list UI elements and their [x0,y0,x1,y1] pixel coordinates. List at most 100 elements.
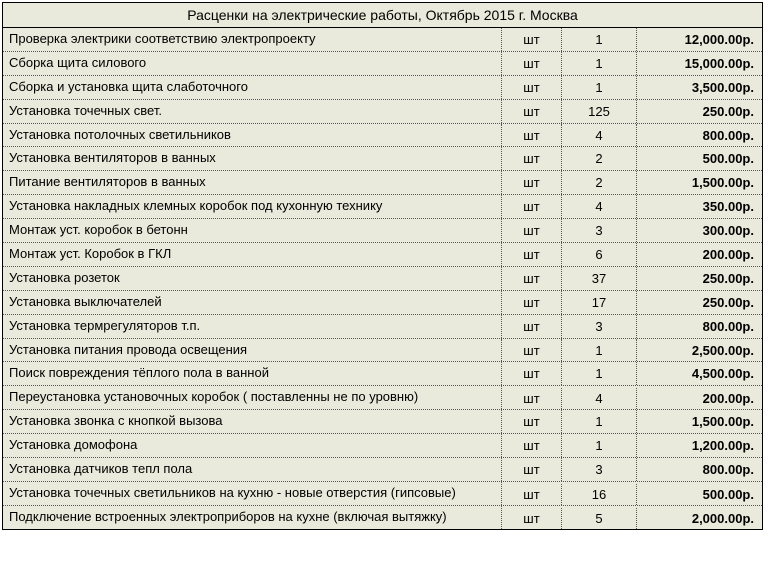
cell-price: 500.00р. [637,484,762,505]
table-body: Проверка электрики соответствию электроп… [3,28,762,529]
cell-unit: шт [502,388,562,409]
cell-price: 1,500.00р. [637,171,762,194]
cell-unit: шт [502,147,562,170]
cell-price: 250.00р. [637,100,762,123]
cell-price: 800.00р. [637,458,762,481]
cell-qty: 1 [562,28,637,51]
cell-unit: шт [502,410,562,433]
cell-unit: шт [502,291,562,314]
table-row: Переустановка установочных коробок ( пос… [3,386,762,410]
cell-unit: шт [502,267,562,290]
table-row: Питание вентиляторов в ванныхшт21,500.00… [3,171,762,195]
cell-price: 300.00р. [637,219,762,242]
cell-qty: 4 [562,124,637,147]
cell-name: Монтаж уст. Коробок в ГКЛ [3,243,502,266]
cell-qty: 1 [562,76,637,99]
cell-price: 4,500.00р. [637,362,762,385]
price-table: Расценки на электрические работы, Октябр… [2,2,763,530]
cell-unit: шт [502,195,562,218]
table-row: Сборка и установка щита слаботочногошт13… [3,76,762,100]
cell-qty: 1 [562,434,637,457]
table-row: Поиск повреждения тёплого пола в ваннойш… [3,362,762,386]
cell-qty: 5 [562,508,637,529]
cell-qty: 17 [562,291,637,314]
cell-qty: 1 [562,339,637,362]
cell-price: 500.00р. [637,147,762,170]
cell-unit: шт [502,243,562,266]
cell-unit: шт [502,362,562,385]
cell-name: Сборка и установка щита слаботочного [3,76,502,99]
table-row: Установка розетокшт37250.00р. [3,267,762,291]
cell-unit: шт [502,315,562,338]
table-row: Установка домофонашт11,200.00р. [3,434,762,458]
table-row: Установка термрегуляторов т.п.шт3800.00р… [3,315,762,339]
cell-price: 12,000.00р. [637,28,762,51]
cell-qty: 16 [562,484,637,505]
cell-price: 1,200.00р. [637,434,762,457]
cell-qty: 1 [562,410,637,433]
cell-name: Монтаж уст. коробок в бетонн [3,219,502,242]
cell-name: Проверка электрики соответствию электроп… [3,28,502,51]
cell-unit: шт [502,508,562,529]
cell-unit: шт [502,124,562,147]
cell-unit: шт [502,76,562,99]
cell-name: Переустановка установочных коробок ( пос… [3,386,502,409]
cell-price: 200.00р. [637,243,762,266]
cell-name: Установка выключателей [3,291,502,314]
cell-unit: шт [502,100,562,123]
cell-unit: шт [502,52,562,75]
table-row: Установка потолочных светильниковшт4800.… [3,124,762,148]
cell-qty: 3 [562,219,637,242]
cell-price: 2,500.00р. [637,339,762,362]
table-row: Установка выключателейшт17250.00р. [3,291,762,315]
cell-price: 800.00р. [637,315,762,338]
cell-qty: 1 [562,52,637,75]
cell-price: 1,500.00р. [637,410,762,433]
cell-name: Установка питания провода освещения [3,339,502,362]
cell-name: Установка домофона [3,434,502,457]
table-row: Установка точечных светильников на кухню… [3,482,762,506]
cell-qty: 37 [562,267,637,290]
cell-name: Установка вентиляторов в ванных [3,147,502,170]
cell-unit: шт [502,219,562,242]
cell-name: Установка точечных свет. [3,100,502,123]
cell-qty: 2 [562,147,637,170]
cell-qty: 3 [562,458,637,481]
cell-name: Установка розеток [3,267,502,290]
cell-price: 200.00р. [637,388,762,409]
table-row: Установка питания провода освещенияшт12,… [3,339,762,363]
cell-price: 250.00р. [637,267,762,290]
cell-name: Сборка щита силового [3,52,502,75]
cell-name: Установка термрегуляторов т.п. [3,315,502,338]
cell-unit: шт [502,458,562,481]
cell-qty: 125 [562,100,637,123]
cell-unit: шт [502,28,562,51]
cell-qty: 4 [562,388,637,409]
table-row: Установка звонка с кнопкой вызовашт11,50… [3,410,762,434]
cell-name: Установка датчиков тепл пола [3,458,502,481]
cell-qty: 2 [562,171,637,194]
cell-price: 350.00р. [637,195,762,218]
cell-price: 3,500.00р. [637,76,762,99]
table-title: Расценки на электрические работы, Октябр… [3,3,762,28]
cell-unit: шт [502,484,562,505]
cell-unit: шт [502,171,562,194]
table-row: Монтаж уст. Коробок в ГКЛшт6200.00р. [3,243,762,267]
cell-unit: шт [502,434,562,457]
cell-name: Установка точечных светильников на кухню… [3,482,502,505]
cell-price: 250.00р. [637,291,762,314]
table-row: Установка накладных клемных коробок под … [3,195,762,219]
cell-qty: 1 [562,362,637,385]
cell-name: Питание вентиляторов в ванных [3,171,502,194]
table-row: Монтаж уст. коробок в бетонншт3300.00р. [3,219,762,243]
cell-qty: 6 [562,243,637,266]
cell-qty: 3 [562,315,637,338]
cell-unit: шт [502,339,562,362]
cell-name: Подключение встроенных электроприборов н… [3,506,502,529]
table-row: Сборка щита силовогошт115,000.00р. [3,52,762,76]
cell-name: Поиск повреждения тёплого пола в ванной [3,362,502,385]
table-row: Проверка электрики соответствию электроп… [3,28,762,52]
cell-name: Установка звонка с кнопкой вызова [3,410,502,433]
cell-price: 15,000.00р. [637,52,762,75]
table-row: Установка датчиков тепл полашт3800.00р. [3,458,762,482]
